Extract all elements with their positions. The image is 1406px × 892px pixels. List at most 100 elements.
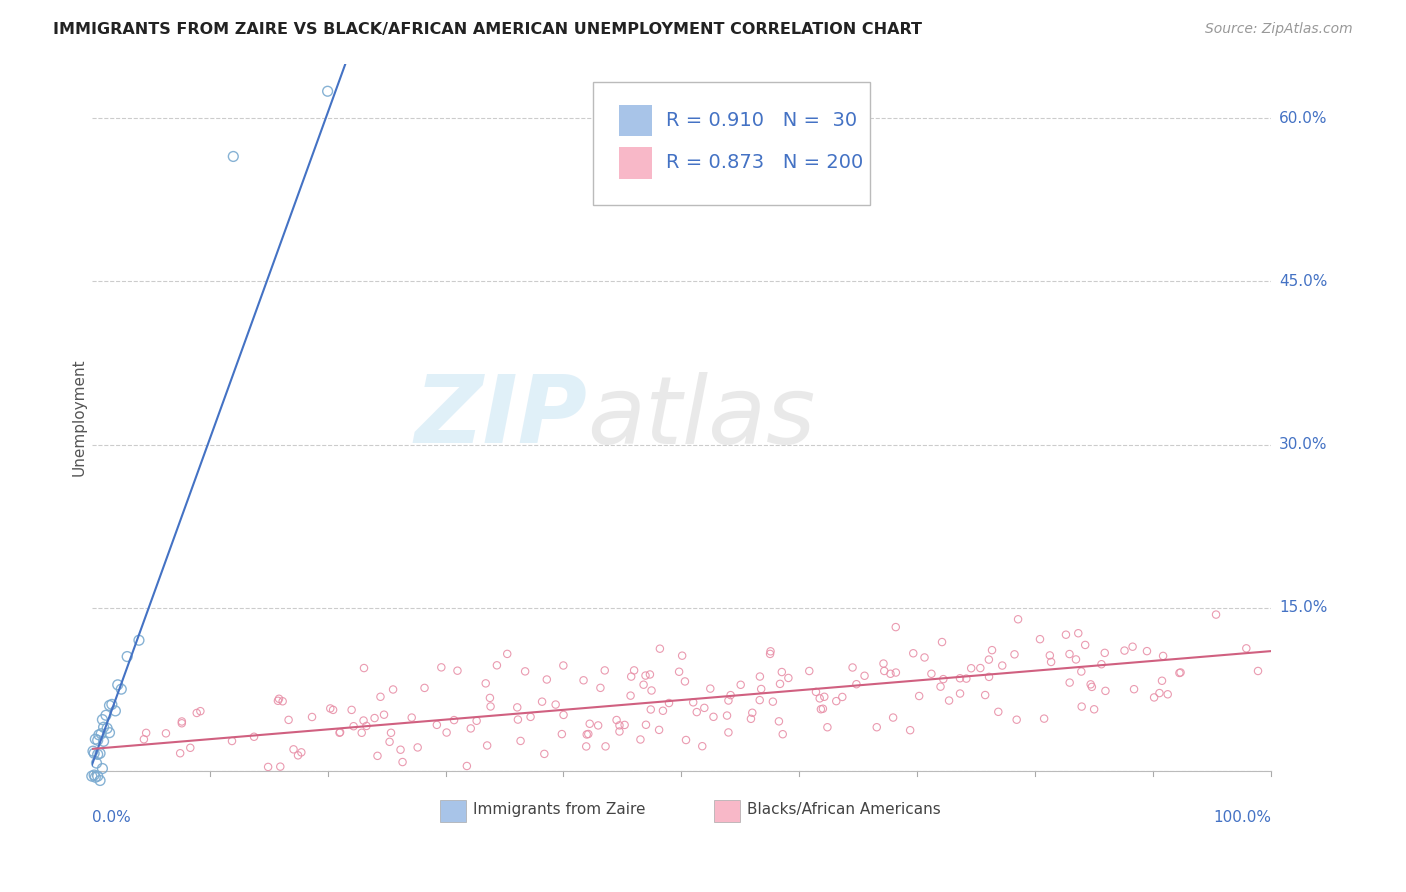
Point xyxy=(759,647,782,661)
Point xyxy=(301,710,323,724)
Point xyxy=(269,759,291,773)
Point xyxy=(1234,641,1257,656)
Point xyxy=(686,705,709,719)
Point xyxy=(406,740,429,755)
Point xyxy=(609,724,631,739)
Point xyxy=(675,733,697,747)
Point xyxy=(673,674,696,689)
Point xyxy=(1143,690,1166,705)
Point xyxy=(730,678,752,692)
Point xyxy=(533,747,555,761)
Point xyxy=(1054,628,1077,642)
Point xyxy=(668,665,690,679)
Point xyxy=(373,707,395,722)
Text: 0.0%: 0.0% xyxy=(91,810,131,824)
Point xyxy=(1059,647,1081,661)
FancyBboxPatch shape xyxy=(714,799,741,822)
Point xyxy=(1067,626,1090,640)
Point xyxy=(804,685,827,699)
Point xyxy=(90,727,112,741)
Point xyxy=(772,727,794,741)
Point xyxy=(799,664,821,678)
Point xyxy=(749,681,772,696)
Point xyxy=(465,714,488,728)
Point xyxy=(831,690,853,704)
Point xyxy=(873,664,896,678)
Point xyxy=(1157,687,1180,701)
Point xyxy=(759,644,782,658)
Point xyxy=(977,670,1000,684)
Point xyxy=(378,735,401,749)
Point xyxy=(460,722,482,736)
Point xyxy=(509,734,531,748)
Point xyxy=(82,744,104,758)
Point xyxy=(690,739,713,754)
Point xyxy=(243,730,266,744)
Point xyxy=(382,682,405,697)
Text: Immigrants from Zaire: Immigrants from Zaire xyxy=(472,802,645,817)
Point xyxy=(652,704,675,718)
Point xyxy=(94,708,117,723)
Point xyxy=(350,725,373,739)
Point xyxy=(903,646,925,660)
Text: R = 0.873   N = 200: R = 0.873 N = 200 xyxy=(666,153,863,172)
Point xyxy=(179,740,201,755)
Point xyxy=(949,671,972,685)
Point xyxy=(634,668,657,682)
Point xyxy=(426,718,449,732)
Point xyxy=(456,759,478,773)
Point xyxy=(287,748,309,763)
Point xyxy=(671,648,693,663)
Point xyxy=(1083,702,1105,716)
Point xyxy=(496,647,519,661)
Point xyxy=(319,701,342,715)
Point xyxy=(879,666,901,681)
FancyBboxPatch shape xyxy=(440,799,465,822)
Point xyxy=(638,667,661,681)
Point xyxy=(110,682,132,697)
Point xyxy=(866,720,889,734)
Point xyxy=(475,739,498,753)
Point xyxy=(80,769,103,783)
Point xyxy=(553,658,575,673)
Point xyxy=(717,725,740,739)
Point xyxy=(478,690,501,705)
Point xyxy=(586,718,609,732)
Point xyxy=(536,673,558,687)
Point xyxy=(87,728,110,742)
Point xyxy=(693,701,716,715)
Text: IMMIGRANTS FROM ZAIRE VS BLACK/AFRICAN AMERICAN UNEMPLOYMENT CORRELATION CHART: IMMIGRANTS FROM ZAIRE VS BLACK/AFRICAN A… xyxy=(53,22,922,37)
Point xyxy=(609,718,631,732)
Point xyxy=(366,748,388,763)
Point xyxy=(267,691,290,706)
Point xyxy=(132,732,155,747)
Point xyxy=(929,680,952,694)
Point xyxy=(155,726,177,740)
Point xyxy=(446,664,468,678)
Point xyxy=(872,657,894,671)
Point xyxy=(595,739,617,754)
Point xyxy=(342,719,364,733)
Text: 45.0%: 45.0% xyxy=(1279,274,1327,289)
Point xyxy=(593,664,616,678)
Point xyxy=(391,755,413,769)
Point xyxy=(544,698,567,712)
Point xyxy=(630,732,652,747)
Point xyxy=(91,713,114,727)
Point xyxy=(1004,648,1026,662)
Point xyxy=(370,690,392,704)
Point xyxy=(1005,713,1028,727)
Text: Source: ZipAtlas.com: Source: ZipAtlas.com xyxy=(1205,22,1353,37)
Y-axis label: Unemployment: Unemployment xyxy=(72,359,86,476)
Point xyxy=(256,770,278,784)
Text: 15.0%: 15.0% xyxy=(1279,600,1327,615)
Point xyxy=(83,747,105,761)
Point xyxy=(640,702,662,716)
Point xyxy=(328,725,350,739)
Text: Blacks/African Americans: Blacks/African Americans xyxy=(748,802,941,817)
Point xyxy=(1064,652,1087,666)
Point xyxy=(1074,638,1097,652)
Point xyxy=(932,672,955,686)
Point xyxy=(474,676,496,690)
Point xyxy=(86,769,108,783)
